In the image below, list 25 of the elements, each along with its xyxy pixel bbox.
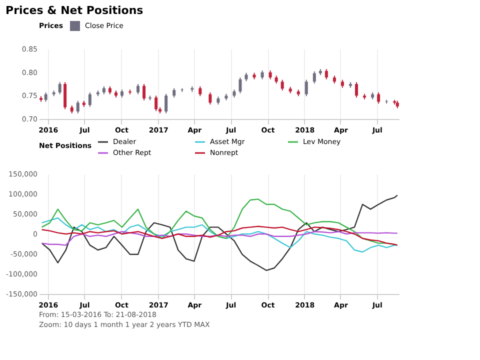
candlestick (238, 76, 242, 94)
candlestick (377, 92, 380, 104)
candlestick (324, 68, 328, 80)
line-series (41, 194, 398, 271)
candlestick (355, 82, 358, 98)
candlestick (208, 92, 212, 106)
line-series (41, 231, 398, 246)
candlestick (76, 100, 80, 114)
candlestick (142, 84, 146, 101)
candlestick (58, 82, 62, 95)
line-series (41, 217, 398, 253)
line-series (41, 226, 398, 246)
chart-title: Prices & Net Positions (6, 4, 144, 17)
candlestick (304, 79, 308, 97)
candlestick (154, 95, 158, 112)
candlestick (136, 84, 140, 95)
candlestick (180, 88, 184, 92)
candlestick (44, 92, 48, 102)
candlestick (312, 70, 316, 84)
candlestick (198, 86, 202, 97)
candlestick (164, 93, 168, 114)
candlestick (172, 88, 176, 98)
candlestick (64, 82, 67, 110)
candlestick (88, 92, 92, 108)
candlestick (280, 79, 284, 92)
